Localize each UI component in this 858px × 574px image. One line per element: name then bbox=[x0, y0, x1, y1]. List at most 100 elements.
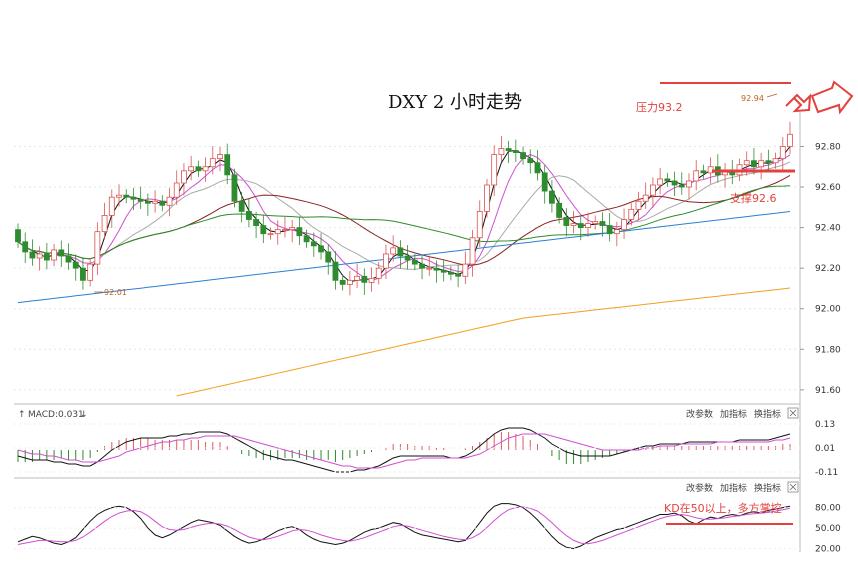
candle-body bbox=[116, 194, 122, 198]
candle-body bbox=[447, 271, 454, 275]
macd-tick-label: 0.13 bbox=[815, 420, 835, 430]
candle-body bbox=[43, 253, 50, 261]
ma-line-3 bbox=[17, 146, 791, 283]
price-tick-label: 92.00 bbox=[815, 305, 841, 315]
resistance-label: 压力93.2 bbox=[636, 101, 683, 114]
candle-body bbox=[570, 223, 577, 226]
low-price-label: 92.01 bbox=[104, 288, 127, 297]
kd-series bbox=[17, 503, 791, 550]
candle-body bbox=[549, 190, 555, 204]
candle-body bbox=[375, 267, 382, 279]
candle-body bbox=[455, 273, 462, 277]
candle-body bbox=[173, 182, 180, 198]
candle-body bbox=[577, 223, 584, 229]
candle-body bbox=[217, 154, 223, 160]
candle-body bbox=[65, 255, 72, 263]
candle-body bbox=[346, 279, 353, 285]
candle-body bbox=[469, 237, 476, 265]
candle-body bbox=[476, 210, 483, 239]
macd-dea-line bbox=[17, 433, 791, 469]
candle-body bbox=[245, 210, 252, 220]
candle-body bbox=[628, 208, 635, 220]
candle-body bbox=[650, 184, 656, 196]
candle-body bbox=[642, 194, 649, 202]
candle-body bbox=[758, 160, 765, 168]
ma-line-40 bbox=[17, 185, 791, 260]
candle-body bbox=[188, 166, 195, 172]
candle-body bbox=[419, 263, 425, 269]
candle-body bbox=[101, 215, 108, 233]
candle-body bbox=[585, 223, 591, 229]
candle-body bbox=[339, 279, 346, 285]
candle-body bbox=[599, 221, 606, 226]
candle-body bbox=[404, 255, 411, 261]
price-tick-label: 91.80 bbox=[815, 345, 841, 355]
kd-note: KD在50以上，多方掌控 bbox=[664, 501, 782, 515]
candle-body bbox=[318, 245, 324, 253]
candle-body bbox=[22, 241, 29, 253]
breakout-arrow-icon bbox=[810, 80, 854, 115]
high-price-pointer bbox=[766, 93, 778, 98]
candle-body bbox=[282, 229, 288, 232]
kd-add-indicator-button[interactable]: 加指标 bbox=[720, 482, 747, 494]
candle-body bbox=[368, 277, 375, 283]
macd-add-indicator-button[interactable]: 加指标 bbox=[720, 408, 747, 420]
candle-body bbox=[411, 259, 418, 265]
candle-body bbox=[36, 253, 43, 259]
candle-body bbox=[144, 200, 151, 204]
candlesticks bbox=[15, 121, 793, 296]
ma-line-120 bbox=[176, 287, 791, 397]
candle-body bbox=[686, 180, 692, 188]
candle-body bbox=[202, 166, 209, 172]
macd-edit-params-button[interactable]: 改参数 bbox=[686, 408, 713, 420]
candle-body bbox=[440, 269, 447, 273]
kd-edit-params-button[interactable]: 改参数 bbox=[686, 482, 713, 494]
candle-body bbox=[678, 184, 685, 188]
ma-line-12 bbox=[17, 161, 791, 270]
candle-body bbox=[310, 241, 317, 247]
kd-close-icon[interactable] bbox=[787, 481, 799, 493]
price-tick-label: 92.40 bbox=[815, 224, 841, 234]
support-label: 支撑92.6 bbox=[730, 191, 777, 205]
candle-body bbox=[606, 225, 613, 235]
candle-body bbox=[325, 251, 332, 263]
candle-body bbox=[80, 267, 86, 281]
macd-down-icon: ↓ bbox=[80, 410, 88, 420]
ma-line-70 bbox=[17, 211, 791, 304]
macd-label: MACD:0.031 bbox=[28, 410, 84, 420]
candle-body bbox=[58, 249, 65, 257]
candle-body bbox=[621, 219, 627, 231]
candle-body bbox=[664, 178, 671, 182]
kd-switch-indicator-button[interactable]: 换指标 bbox=[754, 482, 781, 494]
main-price-axis: 92.80 92.60 92.40 92.20 92.00 91.80 91.60 bbox=[800, 142, 841, 396]
macd-close-icon[interactable] bbox=[787, 407, 799, 419]
candle-body bbox=[260, 225, 267, 235]
candle-body bbox=[383, 253, 389, 269]
macd-switch-indicator-button[interactable]: 换指标 bbox=[754, 408, 781, 420]
candle-body bbox=[787, 133, 793, 147]
candle-body bbox=[108, 196, 115, 216]
candle-body bbox=[303, 235, 310, 243]
candle-body bbox=[238, 200, 245, 212]
candle-body bbox=[613, 229, 620, 235]
candle-body bbox=[123, 194, 130, 198]
candle-body bbox=[195, 166, 202, 172]
candle-body bbox=[94, 231, 101, 265]
candle-body bbox=[743, 160, 750, 166]
candle-body bbox=[657, 178, 664, 186]
candle-body bbox=[751, 160, 757, 168]
candle-body bbox=[361, 275, 368, 283]
macd-series bbox=[17, 427, 791, 473]
candle-body bbox=[87, 263, 94, 281]
candle-body bbox=[693, 170, 700, 182]
kd-axis: 80.00 50.00 20.00 bbox=[14, 504, 841, 555]
candle-body bbox=[534, 162, 541, 174]
candle-body bbox=[29, 251, 36, 259]
kd-tick-label: 50.00 bbox=[815, 524, 841, 534]
candle-body bbox=[779, 146, 786, 160]
candle-body bbox=[433, 267, 440, 271]
macd-tick-label: 0.01 bbox=[815, 444, 835, 454]
ma-line-6 bbox=[17, 154, 791, 281]
price-tick-label: 92.60 bbox=[815, 183, 841, 193]
